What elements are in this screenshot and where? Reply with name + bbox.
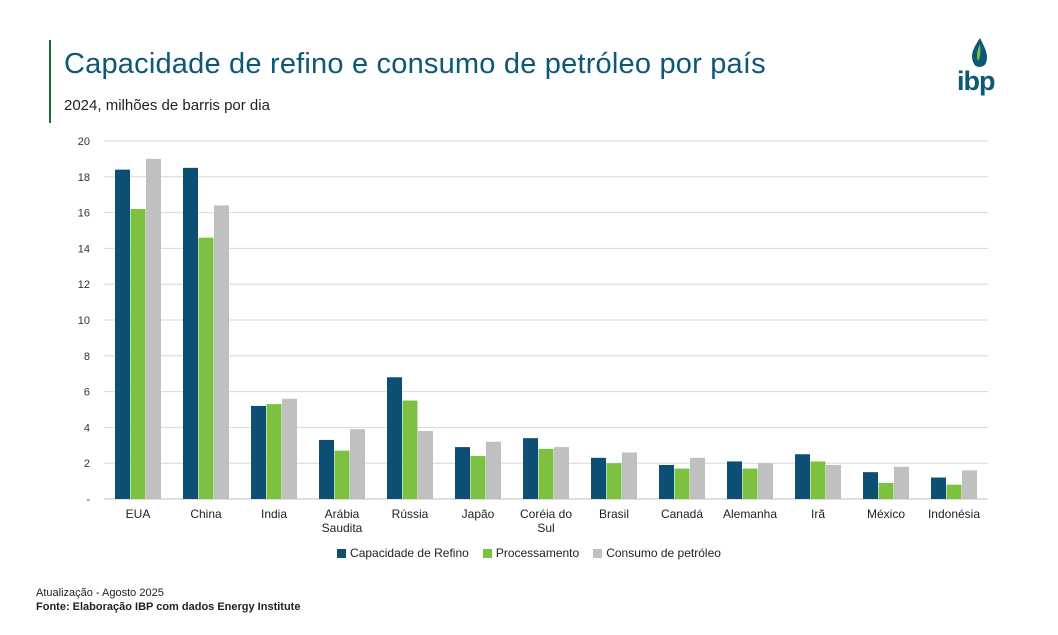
bar-processamento-11 <box>878 482 894 499</box>
x-tick-label: Brasil <box>599 507 629 521</box>
bar-consumo-1 <box>214 205 229 499</box>
chart-grid <box>104 140 988 500</box>
source-note: Fonte: Elaboração IBP com dados Energy I… <box>36 601 301 613</box>
bar-processamento-2 <box>266 404 282 499</box>
legend-label: Consumo de petróleo <box>606 546 721 560</box>
y-tick-label: 6 <box>84 387 90 399</box>
chart-bars <box>115 158 977 499</box>
x-tick-label: Canadá <box>661 507 703 521</box>
bar-refino-12 <box>931 477 946 499</box>
bar-consumo-9 <box>758 463 773 499</box>
bar-refino-2 <box>251 405 266 499</box>
bar-refino-1 <box>183 167 198 499</box>
x-tick-label: Arábia <box>325 507 360 521</box>
bar-refino-11 <box>863 472 878 499</box>
x-tick-label: China <box>190 507 222 521</box>
bar-processamento-8 <box>674 468 690 499</box>
bar-refino-10 <box>795 454 810 499</box>
legend-label: Processamento <box>495 546 580 560</box>
y-tick-label: 20 <box>78 136 90 148</box>
legend-item: Processamento <box>482 546 580 560</box>
bar-refino-4 <box>387 377 402 499</box>
bar-processamento-3 <box>334 450 350 499</box>
bar-processamento-5 <box>470 456 486 499</box>
y-tick-label: 12 <box>78 279 90 291</box>
bar-consumo-5 <box>486 441 501 499</box>
bar-refino-9 <box>727 461 742 499</box>
bar-refino-8 <box>659 464 674 499</box>
legend-swatch <box>337 548 347 558</box>
bar-consumo-11 <box>894 466 909 499</box>
y-tick-label: 10 <box>78 315 90 327</box>
y-tick-label: 18 <box>78 172 90 184</box>
legend-item: Capacidade de Refino <box>337 546 469 560</box>
bar-consumo-8 <box>690 457 705 499</box>
legend-swatch <box>593 548 603 558</box>
bar-refino-0 <box>115 169 130 499</box>
ibp-logo-icon <box>972 38 988 67</box>
x-tick-label: EUA <box>126 507 151 521</box>
bar-consumo-6 <box>554 447 569 499</box>
legend-label: Capacidade de Refino <box>350 546 469 560</box>
chart-title: Capacidade de refino e consumo de petról… <box>64 48 766 80</box>
bar-processamento-7 <box>606 463 622 499</box>
bar-processamento-12 <box>946 484 962 499</box>
x-tick-label: Sul <box>537 521 554 535</box>
bar-chart: - 2 4 6 8 10 12 14 16 18 20 EUA China India ArábiaSau… <box>78 136 988 535</box>
bar-processamento-1 <box>198 237 214 499</box>
chart-subtitle: 2024, milhões de barris por dia <box>64 97 270 114</box>
x-tick-label: Japão <box>462 507 495 521</box>
bar-consumo-12 <box>962 470 977 499</box>
bar-refino-5 <box>455 447 470 499</box>
bar-processamento-6 <box>538 448 554 499</box>
bar-consumo-10 <box>826 464 841 499</box>
bar-refino-6 <box>523 438 538 499</box>
bar-processamento-0 <box>130 209 146 499</box>
x-tick-label: Rússia <box>392 507 429 521</box>
x-tick-label: México <box>867 507 905 521</box>
bar-refino-3 <box>319 439 334 499</box>
y-tick-label: 8 <box>84 351 90 363</box>
chart-legend: Capacidade de Refino Processamento Consumo… <box>0 546 1058 560</box>
title-accent-bar <box>49 40 51 123</box>
bar-consumo-4 <box>418 430 433 499</box>
y-tick-label: 2 <box>84 458 90 470</box>
y-tick-label: 4 <box>84 422 90 434</box>
bar-processamento-9 <box>742 468 758 499</box>
x-tick-label: Coréia do <box>520 507 572 521</box>
x-tick-label: Alemanha <box>723 507 777 521</box>
legend-swatch <box>482 548 492 558</box>
bar-consumo-0 <box>146 158 161 499</box>
y-tick-label: 14 <box>78 243 90 255</box>
ibp-logo-text: ibp <box>957 66 995 96</box>
y-axis: - 2 4 6 8 10 12 14 16 18 20 <box>78 136 91 506</box>
legend-item: Consumo de petróleo <box>593 546 721 560</box>
bar-processamento-4 <box>402 400 418 499</box>
x-tick-label: Irã <box>811 507 825 521</box>
y-tick-label: 16 <box>78 208 90 220</box>
x-tick-label: Saudita <box>322 521 363 535</box>
x-tick-label: India <box>261 507 287 521</box>
x-tick-label: Indonésia <box>928 507 980 521</box>
bar-consumo-3 <box>350 429 365 499</box>
bar-consumo-7 <box>622 452 637 499</box>
y-tick-label: - <box>86 494 90 506</box>
bar-refino-7 <box>591 457 606 499</box>
update-note: Atualização - Agosto 2025 <box>36 587 164 599</box>
bar-processamento-10 <box>810 461 826 499</box>
bar-consumo-2 <box>282 398 297 499</box>
